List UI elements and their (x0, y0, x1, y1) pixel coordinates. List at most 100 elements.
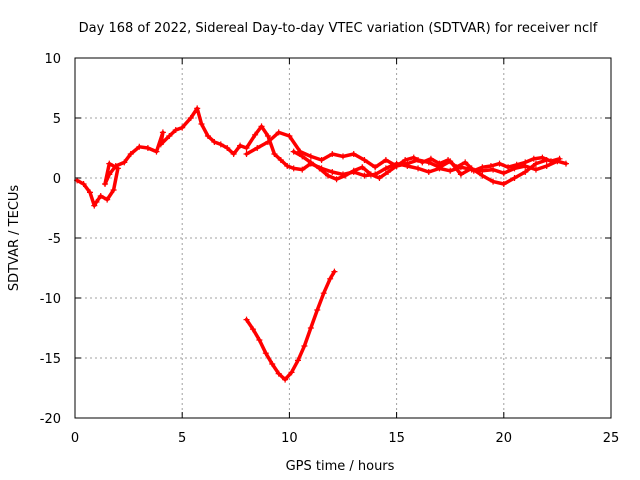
data-point (286, 133, 293, 139)
data-point (284, 163, 291, 169)
series-line (244, 269, 337, 382)
data-point (102, 181, 109, 187)
data-point (427, 155, 434, 162)
data-point (402, 157, 409, 163)
data-point (172, 127, 179, 133)
data-point (256, 337, 263, 343)
data-point (513, 161, 520, 168)
data-point (97, 193, 104, 199)
x-axis-label: GPS time / hours (286, 459, 395, 474)
data-point (447, 167, 454, 174)
data-point (275, 370, 282, 377)
data-point (410, 154, 417, 161)
x-axis-tick-labels: 0 5 10 15 20 25 (71, 431, 619, 446)
y-axis-tick-labels: -20 -15 -10 -5 0 5 10 (40, 52, 61, 427)
data-point (179, 124, 186, 131)
data-point (271, 151, 278, 157)
data-point (93, 199, 100, 205)
data-point (157, 141, 164, 148)
data-point (307, 159, 314, 166)
y-tick-label: -10 (40, 292, 61, 307)
x-tick-label: 5 (178, 431, 186, 446)
data-point (543, 163, 550, 169)
data-point (490, 166, 497, 173)
data-point (87, 189, 94, 196)
series-second-band (290, 148, 563, 183)
data-point (350, 151, 357, 157)
data-point (277, 157, 284, 163)
data-point (318, 157, 325, 163)
data-point (342, 172, 349, 179)
data-point (262, 350, 269, 357)
axis-ticks (74, 57, 612, 419)
data-point (372, 164, 379, 171)
data-point (487, 163, 494, 169)
data-point (224, 145, 231, 151)
data-point (327, 275, 334, 282)
data-point (522, 159, 529, 166)
y-tick-label: 0 (53, 172, 61, 187)
x-tick-label: 10 (281, 431, 298, 446)
x-tick-label: 0 (71, 431, 79, 446)
data-point (198, 121, 205, 127)
data-point (562, 160, 569, 167)
data-point (127, 151, 134, 157)
y-tick-label: -5 (48, 232, 61, 247)
data-point (91, 202, 98, 209)
chart-title: Day 168 of 2022, Sidereal Day-to-day VTE… (79, 21, 598, 36)
data-point (243, 151, 250, 157)
data-point (329, 169, 336, 175)
data-point (237, 142, 244, 149)
data-point (470, 167, 477, 174)
data-point (194, 105, 201, 112)
data-point (110, 187, 117, 193)
data-point (532, 160, 539, 167)
data-point (320, 290, 327, 297)
data-point (479, 164, 486, 171)
data-point (382, 157, 389, 163)
y-tick-label: 5 (53, 112, 61, 127)
data-point (230, 151, 237, 157)
data-point (144, 145, 151, 151)
data-point (419, 159, 426, 166)
x-tick-label: 20 (496, 431, 513, 446)
data-point (301, 343, 308, 349)
data-point (211, 139, 218, 145)
data-point (453, 164, 460, 171)
data-point (457, 171, 464, 178)
data-point (269, 361, 276, 367)
data-point (415, 165, 422, 172)
data-point (307, 325, 314, 331)
data-point (288, 369, 295, 376)
data-point (254, 145, 261, 151)
data-point (217, 141, 224, 148)
data-point (547, 158, 554, 165)
data-point (187, 115, 194, 121)
data-point (106, 160, 113, 167)
data-point (290, 165, 297, 172)
data-point (275, 129, 282, 136)
data-point (425, 169, 432, 175)
data-point (331, 268, 338, 275)
data-point (299, 166, 306, 173)
data-point (249, 326, 256, 333)
data-point (376, 175, 383, 181)
data-point (539, 154, 546, 161)
data-point (290, 148, 297, 155)
data-point (340, 153, 346, 160)
data-point (204, 133, 211, 139)
y-axis-label: SDTVAR / TECUs (7, 185, 22, 292)
data-point (490, 178, 497, 185)
data-point (385, 169, 392, 175)
data-point (324, 172, 331, 179)
data-point (329, 151, 336, 157)
data-point (367, 171, 374, 178)
data-point (511, 175, 518, 181)
data-point (243, 316, 250, 323)
data-point (299, 153, 306, 160)
data-point (359, 164, 366, 171)
data-point (496, 160, 503, 167)
data-point (307, 153, 314, 160)
y-tick-label: 10 (44, 52, 61, 67)
